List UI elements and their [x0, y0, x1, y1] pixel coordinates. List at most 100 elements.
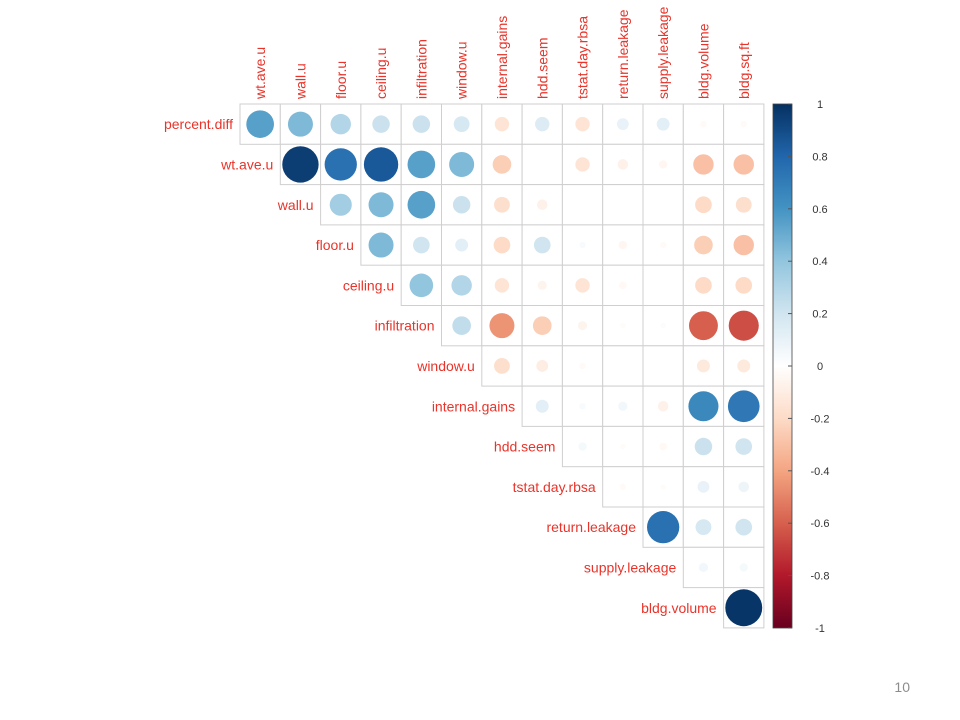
matrix-cell	[602, 184, 644, 226]
matrix-cell	[521, 143, 563, 186]
correlation-circle	[658, 160, 668, 169]
correlation-circles	[246, 110, 763, 627]
correlation-circle	[407, 190, 436, 219]
correlation-circle	[733, 234, 754, 256]
correlation-circle	[659, 241, 667, 249]
correlation-circle	[659, 442, 667, 451]
matrix-cell	[521, 103, 563, 145]
correlation-circle	[372, 115, 390, 133]
correlation-circle	[577, 321, 588, 331]
row-label: hdd.seem	[494, 439, 555, 455]
correlation-circle	[738, 481, 750, 493]
correlation-circle	[324, 148, 357, 181]
column-label: bldg.sq.ft	[736, 42, 752, 99]
column-label: hdd.seem	[534, 38, 550, 99]
column-label: infiltration	[413, 39, 429, 99]
correlation-circle	[453, 116, 470, 133]
column-label: floor.u	[333, 61, 349, 99]
column-label: tstat.day.rbsa	[575, 16, 591, 99]
matrix-cell	[561, 184, 604, 226]
colorbar-tick-label: 0.2	[812, 309, 827, 321]
correlation-circle	[579, 241, 586, 249]
row-label: internal.gains	[432, 398, 515, 414]
matrix-cell	[642, 184, 684, 226]
correlation-circle	[619, 281, 627, 290]
correlation-circle	[536, 360, 549, 372]
correlation-circle	[727, 390, 760, 423]
colorbar-tick-label: 0.6	[812, 204, 827, 216]
correlation-circle	[696, 359, 710, 373]
correlation-circle	[449, 151, 475, 177]
page-number: 10	[894, 679, 910, 695]
correlation-circle	[656, 117, 670, 131]
correlation-circle	[620, 443, 626, 450]
correlation-circle	[618, 401, 628, 411]
correlation-circle	[455, 238, 469, 252]
correlation-circle	[363, 147, 399, 182]
correlation-circle	[695, 196, 712, 214]
row-label: ceiling.u	[343, 277, 394, 293]
correlation-circle	[735, 277, 753, 294]
correlation-circle	[535, 116, 550, 132]
row-labels: percent.diff wt.ave.u wall.u floor.u ceiling…	[164, 116, 717, 616]
correlation-circle	[660, 323, 666, 329]
correlation-circle	[619, 483, 627, 491]
correlation-circle	[493, 236, 511, 254]
correlation-circle	[695, 277, 712, 294]
row-label: tstat.day.rbsa	[513, 479, 596, 495]
correlation-circle	[579, 403, 586, 410]
correlation-circle	[532, 316, 552, 335]
column-label: wall.u	[292, 63, 308, 100]
correlation-circle	[494, 278, 510, 293]
matrix-cell	[602, 345, 644, 387]
matrix-grid	[239, 103, 765, 629]
correlation-circle	[537, 280, 547, 290]
colorbar-tick-label: -1	[815, 623, 825, 635]
row-label: wall.u	[277, 197, 314, 213]
correlation-circle	[647, 511, 680, 544]
matrix-cell	[602, 143, 644, 186]
correlation-circle	[660, 484, 666, 490]
row-label: infiltration	[375, 318, 435, 334]
colorbar-legend: 1 0.8 0.6 0.4 0.2 0 -0.2 -0.4 -0.6 -0.8 -1	[772, 99, 830, 635]
correlation-circle	[407, 150, 436, 179]
correlation-circle	[617, 159, 629, 170]
correlation-circle	[329, 193, 352, 216]
correlation-circle	[409, 273, 434, 298]
colorbar-tick-label: 1	[817, 99, 823, 111]
row-label: bldg.volume	[641, 600, 717, 616]
correlation-circle	[282, 146, 319, 183]
matrix-cell	[642, 345, 684, 387]
column-label: window.u	[454, 41, 470, 100]
correlation-circle	[489, 313, 515, 339]
correlation-circle	[693, 154, 714, 175]
correlation-circle	[452, 316, 471, 335]
column-label: supply.leakage	[655, 6, 671, 99]
correlation-circle	[618, 240, 628, 250]
correlation-circle	[688, 391, 719, 422]
correlation-circle	[735, 518, 753, 536]
correlation-circle	[535, 399, 549, 413]
correlation-circle	[579, 362, 586, 370]
colorbar-tick-label: -0.6	[811, 518, 830, 530]
correlation-circle	[735, 196, 752, 213]
colorbar-tick-label: 0.8	[812, 151, 827, 163]
column-labels: wt.ave.u wall.u floor.u ceiling.u infiltrati…	[252, 6, 752, 100]
correlation-circle	[368, 232, 394, 258]
correlation-circle	[246, 110, 274, 138]
correlation-circle	[616, 118, 629, 131]
correlation-circle	[733, 154, 754, 175]
colorbar-tick-label: 0.4	[812, 256, 827, 268]
colorbar-tick-label: 0	[817, 361, 823, 373]
correlation-circle	[695, 519, 712, 536]
column-label: ceiling.u	[373, 48, 389, 99]
correlation-circle	[452, 196, 471, 214]
row-label: window.u	[416, 358, 475, 374]
row-label: percent.diff	[164, 116, 233, 132]
correlation-circle	[698, 562, 709, 573]
row-label: floor.u	[316, 237, 354, 253]
correlation-circle	[689, 311, 718, 341]
correlation-circle	[728, 310, 759, 341]
correlation-circle	[533, 236, 551, 254]
